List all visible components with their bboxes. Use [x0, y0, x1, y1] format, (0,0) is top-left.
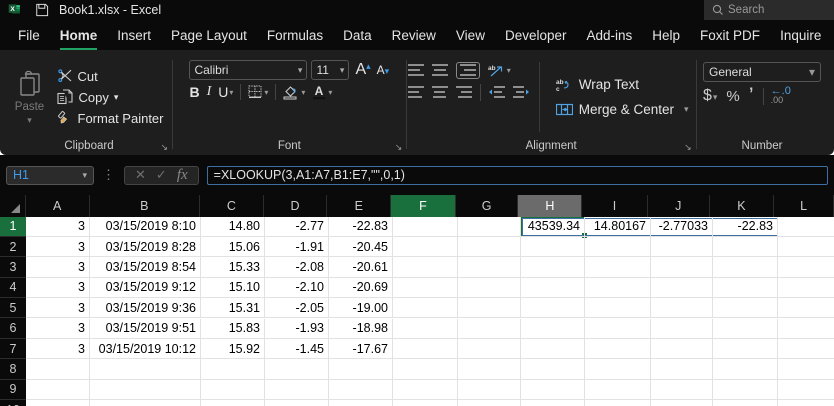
svg-text:ab: ab	[556, 79, 564, 86]
svg-text:c: c	[556, 86, 560, 92]
svg-text:ab: ab	[488, 65, 496, 72]
svg-text:A: A	[315, 85, 324, 98]
svg-text:X: X	[10, 6, 15, 13]
